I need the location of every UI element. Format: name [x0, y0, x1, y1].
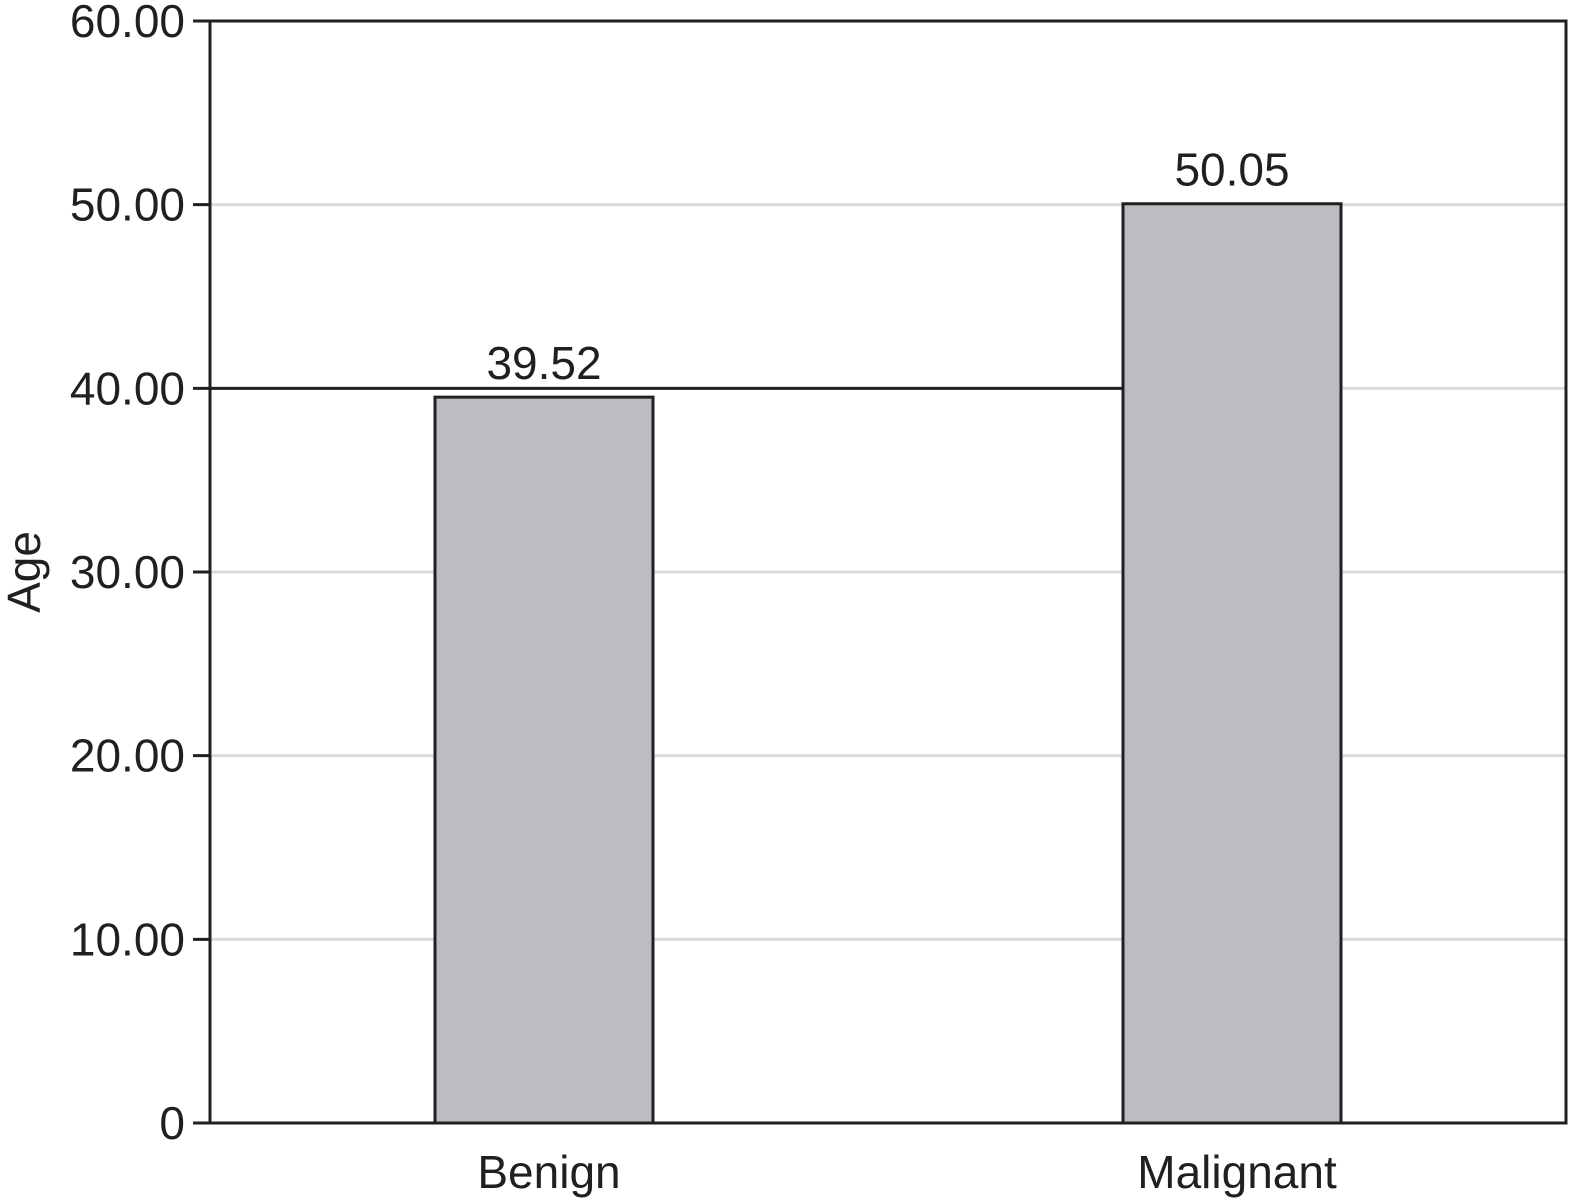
data-label-malignant: 50.05 — [1174, 144, 1289, 196]
y-tick-label: 10.00 — [70, 913, 185, 965]
y-tick-label: 50.00 — [70, 179, 185, 231]
y-tick-label: 0 — [159, 1097, 185, 1149]
y-tick-label: 40.00 — [70, 362, 185, 414]
x-tick-label-malignant: Malignant — [1137, 1146, 1337, 1198]
labels: 39.52 Benign 50.05 Malignant 0 10.00 20.00 30.0… — [70, 0, 1337, 1198]
y-tick-label: 60.00 — [70, 0, 185, 47]
grid-lines — [210, 203, 1566, 941]
bars — [433, 202, 1343, 1125]
y-tick-label: 20.00 — [70, 730, 185, 782]
y-axis-ticks — [193, 19, 210, 1125]
data-label-benign: 39.52 — [486, 337, 601, 389]
y-axis-title: Age — [0, 531, 50, 613]
bar-malignant — [1121, 202, 1343, 1125]
y-tick-label: 30.00 — [70, 546, 185, 598]
bar-benign — [433, 395, 655, 1125]
x-tick-label-benign: Benign — [477, 1146, 620, 1198]
